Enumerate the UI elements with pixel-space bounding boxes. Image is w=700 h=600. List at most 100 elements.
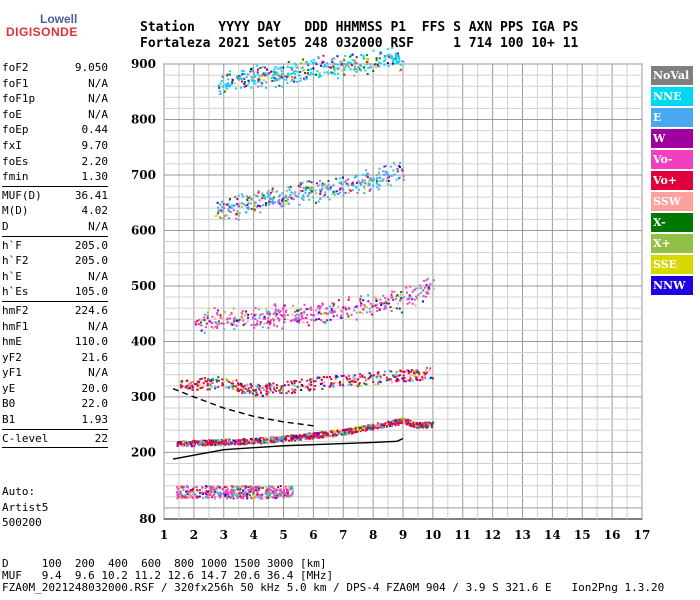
echo-point — [279, 74, 282, 77]
echo-point — [271, 189, 274, 192]
echo-point — [266, 441, 269, 444]
echo-point — [282, 440, 285, 443]
echo-point — [375, 182, 378, 185]
echo-point — [373, 426, 376, 429]
echo-point — [231, 388, 234, 391]
echo-point — [185, 444, 188, 447]
echo-point — [394, 419, 397, 422]
echo-point — [338, 182, 341, 185]
echo-point — [359, 304, 362, 307]
echo-point — [387, 299, 390, 302]
echo-point — [194, 485, 197, 488]
echo-point — [273, 489, 276, 492]
echo-point — [208, 388, 211, 391]
echo-point — [388, 56, 391, 59]
echo-point — [287, 72, 290, 75]
echo-point — [254, 313, 257, 316]
echo-point — [349, 55, 352, 58]
echo-point — [378, 61, 381, 64]
echo-point — [367, 63, 370, 66]
echo-point — [253, 75, 256, 78]
echo-point — [327, 179, 330, 182]
echo-point — [281, 385, 284, 388]
echo-point — [239, 382, 242, 385]
echo-point — [390, 422, 393, 425]
echo-point — [306, 194, 309, 197]
echo-point — [295, 317, 298, 320]
echo-point — [279, 67, 282, 70]
echo-point — [330, 378, 333, 381]
echo-point — [332, 62, 335, 65]
echo-point — [287, 186, 290, 189]
echo-point — [425, 371, 428, 374]
echo-point — [219, 314, 222, 317]
echo-point — [261, 386, 264, 389]
echo-point — [319, 188, 322, 191]
echo-point — [295, 66, 298, 69]
echo-point — [416, 379, 419, 382]
echo-point — [299, 71, 302, 74]
param-separator — [2, 300, 108, 302]
echo-point — [317, 184, 320, 187]
echo-point — [249, 438, 252, 441]
echo-point — [427, 288, 430, 291]
echo-point — [207, 496, 210, 499]
echo-point — [181, 445, 184, 448]
echo-point — [324, 322, 327, 325]
echo-point — [334, 430, 337, 433]
echo-point — [344, 180, 347, 183]
echo-point — [307, 68, 310, 71]
echo-point — [372, 64, 375, 67]
echo-point — [211, 485, 214, 488]
echo-point — [388, 423, 391, 426]
echo-point — [236, 497, 239, 500]
echo-point — [354, 380, 357, 383]
echo-point — [213, 496, 216, 499]
echo-point — [186, 387, 189, 390]
echo-point — [271, 496, 274, 499]
echo-point — [276, 74, 279, 77]
echo-point — [417, 424, 420, 427]
echo-point — [269, 319, 272, 322]
echo-point — [402, 378, 405, 381]
echo-point — [402, 417, 405, 420]
echo-point — [325, 307, 328, 310]
echo-point — [419, 284, 422, 287]
echo-point — [360, 302, 363, 305]
echo-point — [240, 496, 243, 499]
echo-point — [369, 66, 372, 69]
param-value: 110.0 — [74, 335, 108, 349]
echo-point — [331, 60, 334, 63]
echo-point — [293, 77, 296, 80]
echo-point — [356, 191, 359, 194]
echo-point — [283, 489, 286, 492]
param-row: B0 22.0 — [2, 396, 108, 412]
echo-point — [266, 390, 269, 393]
echo-point — [259, 438, 262, 441]
echo-point — [176, 485, 179, 488]
echo-point — [336, 430, 339, 433]
echo-point — [256, 486, 259, 489]
echo-point — [378, 423, 381, 426]
echo-point — [305, 432, 308, 435]
echo-point — [293, 319, 296, 322]
echo-point — [270, 496, 273, 499]
echo-point — [183, 496, 186, 499]
echo-point — [280, 493, 283, 496]
echo-point — [191, 496, 194, 499]
echo-point — [265, 387, 268, 390]
echo-point — [188, 442, 191, 445]
echo-point — [212, 494, 215, 497]
echo-point — [297, 195, 300, 198]
echo-point — [332, 63, 335, 66]
echo-point — [367, 294, 370, 297]
echo-point — [347, 184, 350, 187]
echo-point — [365, 63, 368, 66]
echo-point — [180, 386, 183, 389]
echo-point — [282, 315, 285, 318]
echo-point — [430, 425, 433, 428]
echo-point — [364, 169, 367, 172]
echo-point — [216, 309, 219, 312]
echo-point — [281, 192, 284, 195]
echo-point — [228, 317, 231, 320]
